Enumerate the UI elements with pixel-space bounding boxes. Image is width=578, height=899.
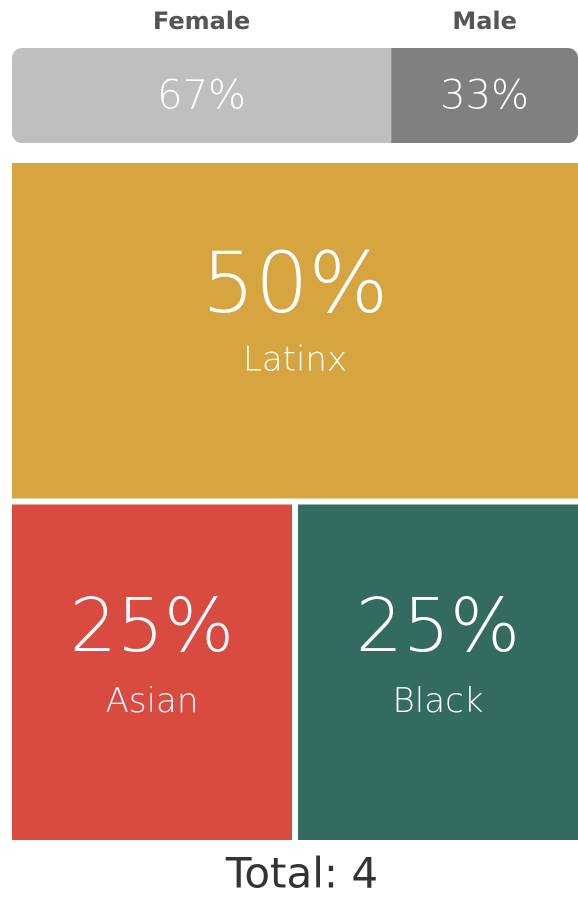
- treemap-cell: [12, 163, 578, 499]
- value-label: 25%: [70, 583, 234, 669]
- category-label: Black: [393, 681, 484, 721]
- total-label: Total: 4: [225, 849, 378, 898]
- legend-label: Female: [153, 7, 250, 35]
- category-label: Asian: [106, 681, 199, 721]
- value-label: 25%: [356, 583, 520, 669]
- bar-segment: [391, 48, 578, 143]
- gender-bar: [12, 48, 578, 143]
- value-label: 67%: [157, 73, 246, 119]
- category-label: Latinx: [243, 339, 347, 379]
- value-label: 50%: [202, 234, 389, 332]
- bar-segment: [12, 48, 392, 143]
- treemap-cell: [298, 504, 578, 840]
- treemap-cell: [12, 504, 292, 840]
- value-label: 33%: [440, 73, 529, 119]
- legend-label: Male: [452, 7, 517, 35]
